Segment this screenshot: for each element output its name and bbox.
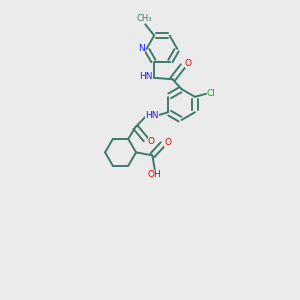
- Text: HN: HN: [139, 72, 153, 81]
- Text: Cl: Cl: [207, 89, 216, 98]
- Text: CH₃: CH₃: [136, 14, 152, 23]
- Text: HN: HN: [145, 111, 158, 120]
- Text: O: O: [148, 136, 155, 146]
- Text: OH: OH: [148, 170, 162, 179]
- Text: O: O: [164, 138, 171, 147]
- Text: N: N: [138, 44, 145, 53]
- Text: O: O: [185, 59, 192, 68]
